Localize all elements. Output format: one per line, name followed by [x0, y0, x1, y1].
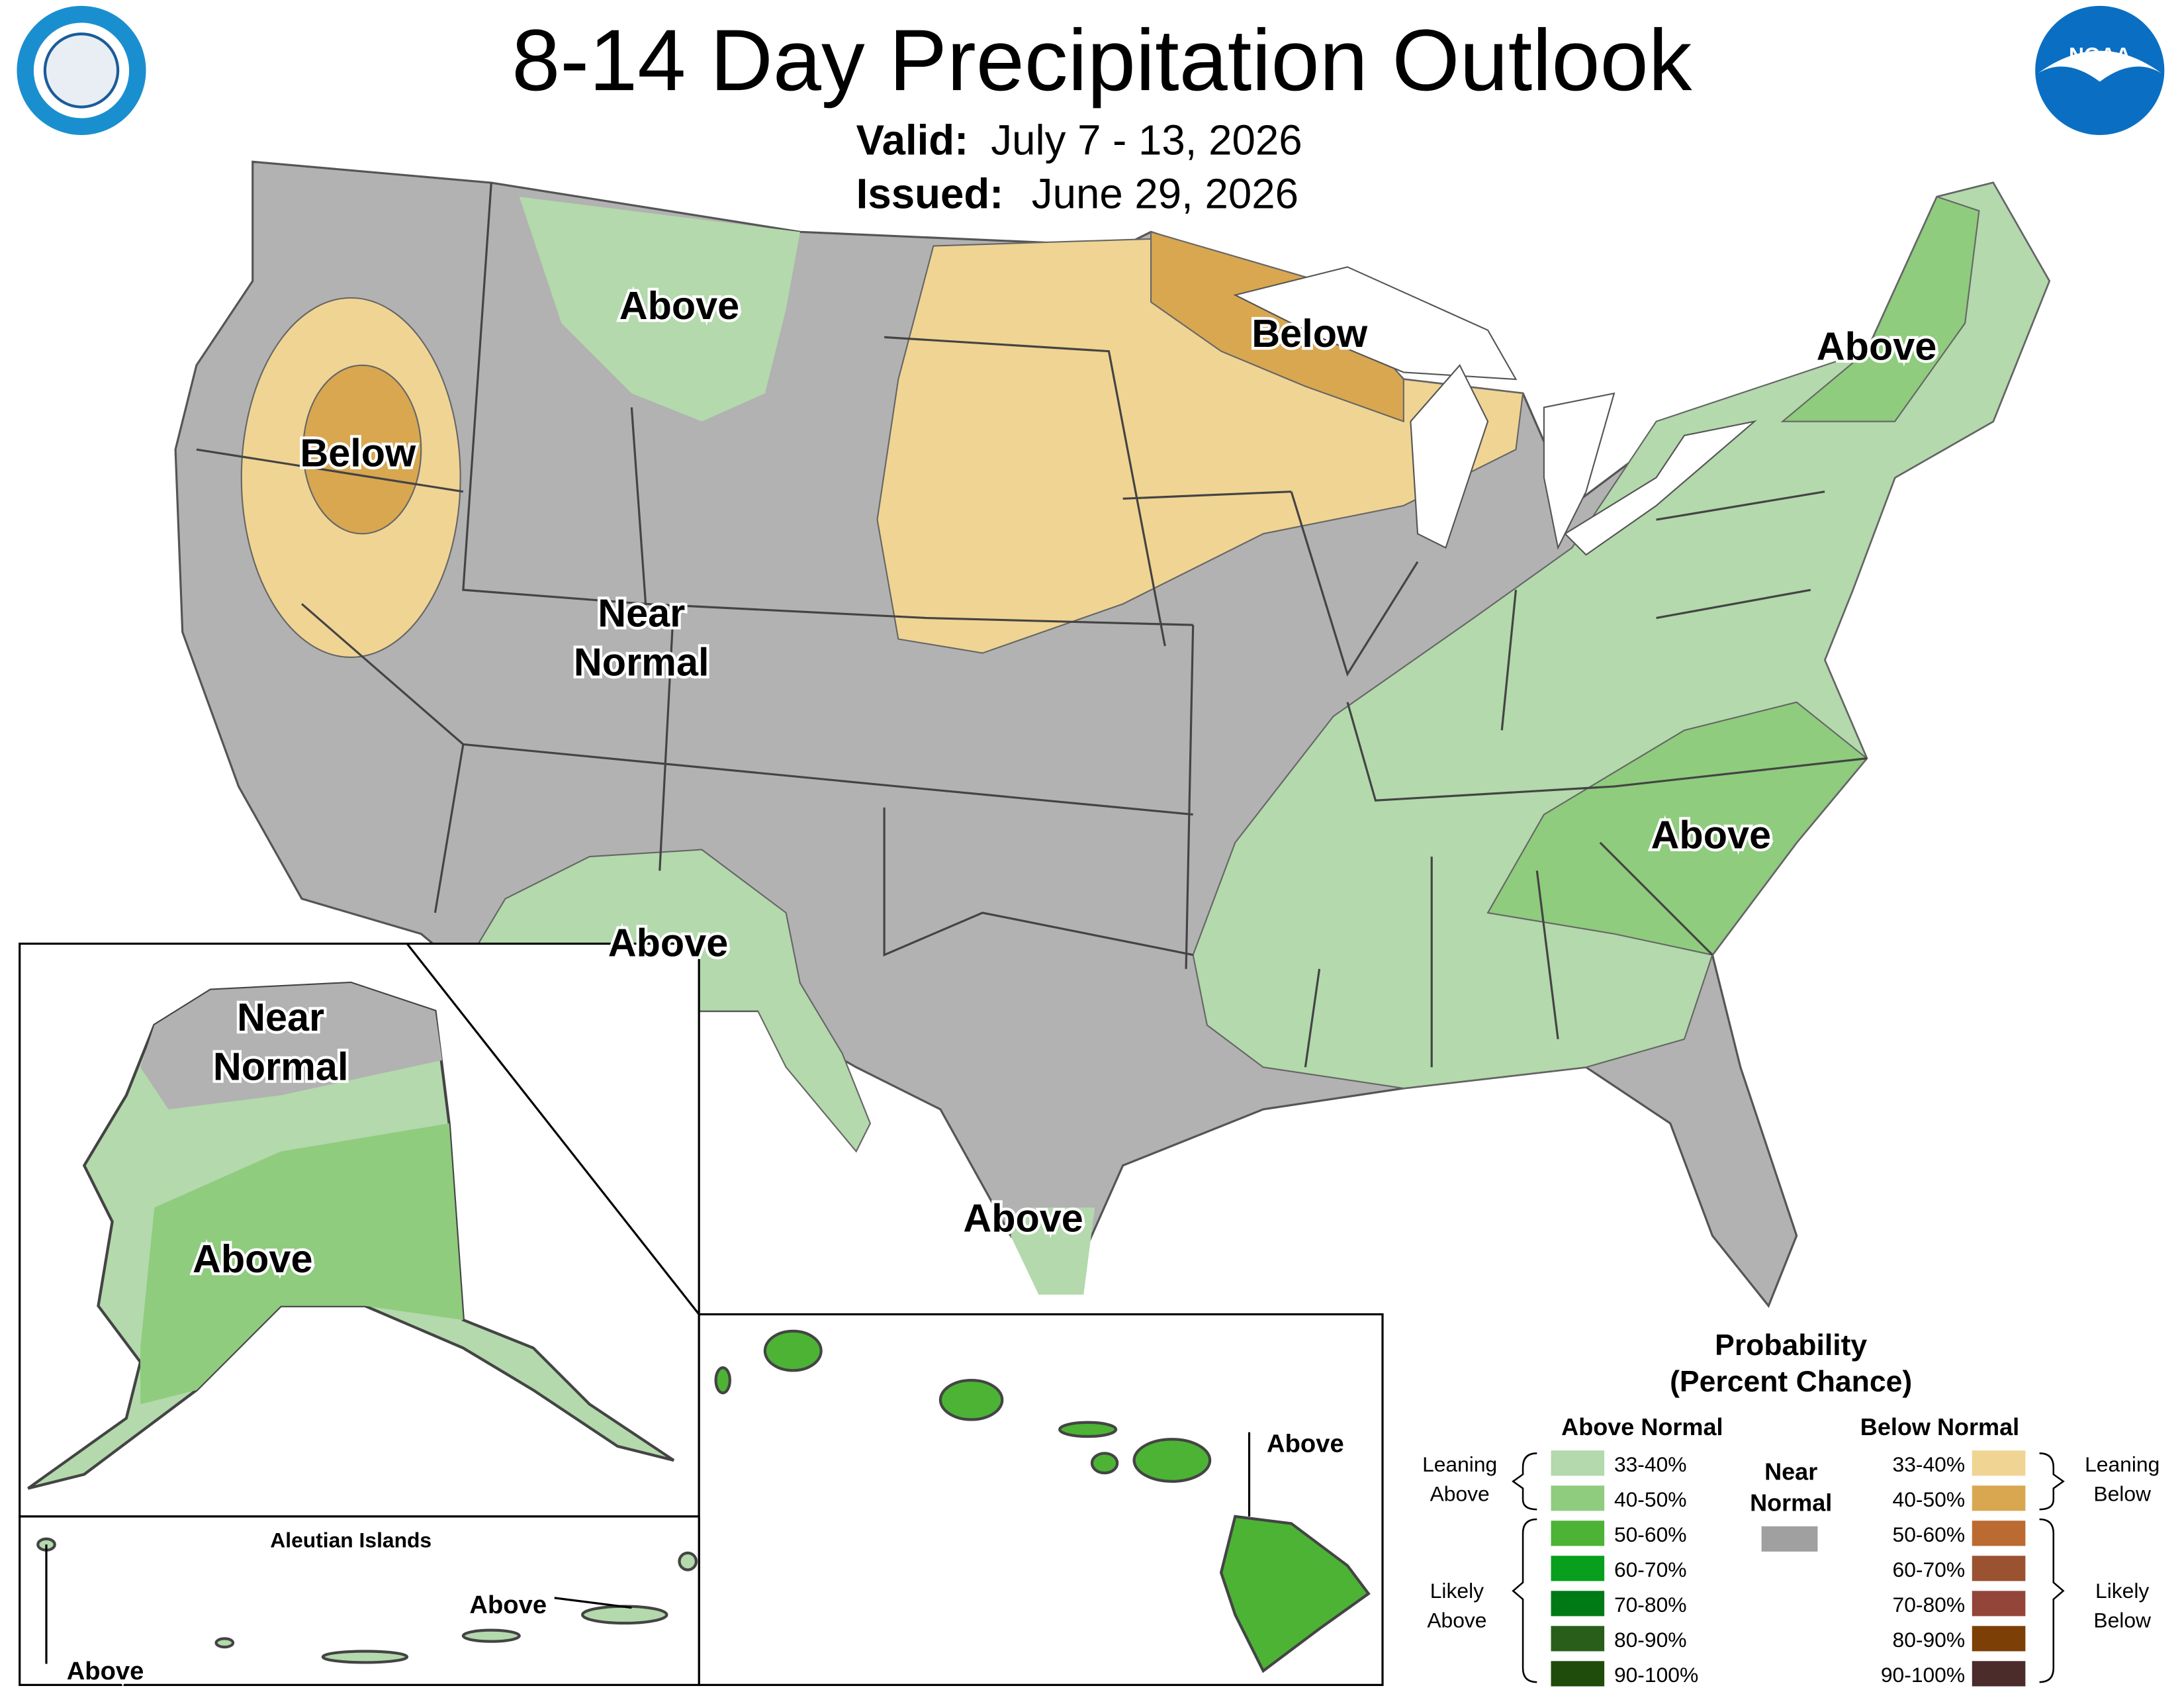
bracket-label: Leaning — [1422, 1452, 1497, 1476]
region-label: Below — [1251, 311, 1368, 355]
bracket-label: Likely — [1430, 1579, 1484, 1603]
issued-label: Issued: — [856, 170, 1004, 217]
legend-label: 80-90% — [1893, 1628, 1966, 1652]
legend-swatch — [1551, 1591, 1605, 1617]
below-heading: Below Normal — [1860, 1413, 2019, 1440]
aleutian-inset: Aleutian Islands — [19, 1515, 700, 1686]
legend-swatch — [1551, 1521, 1605, 1546]
near-normal-label: Near — [1764, 1458, 1817, 1485]
bracket-label: Below — [2093, 1608, 2152, 1632]
legend-label: 70-80% — [1614, 1593, 1687, 1617]
legend: Probability (Percent Chance) Above Norma… — [1422, 1329, 2160, 1687]
legend-subtitle: (Percent Chance) — [1670, 1366, 1912, 1398]
legend-label: 33-40% — [1614, 1452, 1687, 1476]
region-label: Above — [1651, 812, 1771, 857]
region-label: Below — [300, 430, 416, 475]
legend-swatch — [1551, 1556, 1605, 1581]
issued-date: June 29, 2026 — [1032, 170, 1298, 217]
region-label: Near — [598, 590, 685, 635]
noaa-logo: NOAA — [2035, 5, 2165, 135]
region-label: Above — [619, 283, 739, 328]
inset-title: Aleutian Islands — [270, 1528, 432, 1552]
legend-label: 40-50% — [1893, 1487, 1966, 1511]
region-label: Above — [1267, 1429, 1344, 1458]
logo-text: NOAA — [2069, 43, 2131, 67]
legend-swatch — [1972, 1626, 2026, 1652]
region-label: Near — [237, 995, 324, 1039]
map-labels: Above Below Below Above Near Normal Above Above… — [64, 281, 1940, 1688]
bracket-label: Likely — [2095, 1579, 2149, 1603]
legend-swatch — [1551, 1450, 1605, 1476]
bracket-label: Leaning — [2085, 1452, 2160, 1476]
legend-swatch — [1972, 1450, 2026, 1476]
legend-label: 33-40% — [1893, 1452, 1966, 1476]
valid-dates: July 7 - 13, 2026 — [991, 117, 1302, 164]
bracket-label: Below — [2093, 1482, 2152, 1506]
legend-swatch — [1551, 1626, 1605, 1652]
region-label: Above — [193, 1237, 312, 1281]
alaska-inset — [19, 942, 700, 1518]
legend-label: 90-100% — [1881, 1663, 1965, 1687]
region-label: Above — [469, 1591, 547, 1619]
hawaii-inset — [698, 1313, 1384, 1686]
region-label: Above — [963, 1196, 1083, 1240]
legend-label: 40-50% — [1614, 1487, 1687, 1511]
legend-swatch — [1972, 1485, 2026, 1511]
legend-label: 80-90% — [1614, 1628, 1687, 1652]
bracket-label: Above — [1430, 1482, 1490, 1506]
title: 8-14 Day Precipitation Outlook — [512, 11, 1692, 109]
legend-swatch — [1972, 1591, 2026, 1617]
legend-swatch — [1551, 1485, 1605, 1511]
bracket-label: Above — [1427, 1608, 1486, 1632]
region-label: Normal — [213, 1044, 349, 1088]
region-label: Above — [608, 921, 728, 965]
legend-label: 70-80% — [1893, 1593, 1966, 1617]
legend-label: 60-70% — [1614, 1558, 1687, 1581]
legend-swatch — [1972, 1661, 2026, 1687]
legend-label: 60-70% — [1893, 1558, 1966, 1581]
legend-swatch — [1972, 1556, 2026, 1581]
near-normal-label: Normal — [1750, 1489, 1832, 1516]
commerce-logo — [17, 5, 146, 135]
region-label: Normal — [574, 640, 709, 684]
region-label: Above — [1817, 324, 1936, 368]
legend-title: Probability — [1715, 1329, 1867, 1362]
legend-label: 90-100% — [1614, 1663, 1698, 1687]
above-heading: Above Normal — [1561, 1413, 1723, 1440]
legend-label: 50-60% — [1614, 1523, 1687, 1546]
near-normal-swatch — [1761, 1526, 1818, 1552]
legend-swatch — [1551, 1661, 1605, 1687]
region-label: Above — [67, 1657, 144, 1685]
valid-label: Valid: — [856, 117, 969, 164]
legend-swatch — [1972, 1521, 2026, 1546]
legend-label: 50-60% — [1893, 1523, 1966, 1546]
